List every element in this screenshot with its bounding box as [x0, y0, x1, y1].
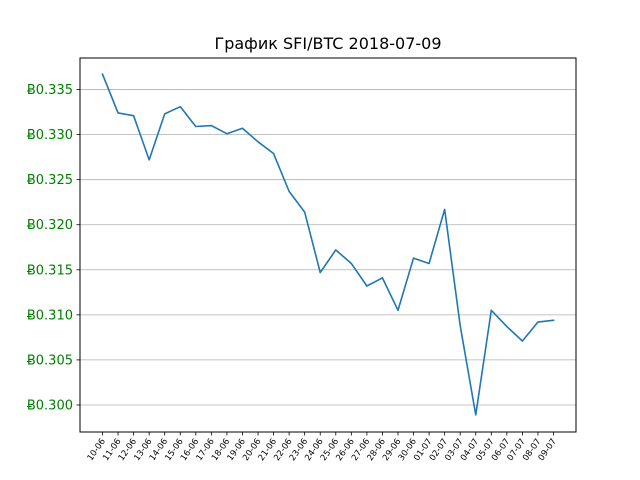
line-layer — [101, 73, 555, 416]
y-tick-label: Ƀ0.325 — [27, 173, 73, 188]
y-tick-label: Ƀ0.305 — [27, 353, 73, 368]
y-tick-label: Ƀ0.335 — [27, 83, 73, 98]
y-tick-label: Ƀ0.330 — [27, 128, 73, 143]
y-tick-label: Ƀ0.300 — [27, 398, 73, 413]
y-axis: Ƀ0.300 Ƀ0.305 Ƀ0.310 Ƀ0.315 Ƀ0.320 Ƀ0.325 Ƀ0.3… — [27, 83, 80, 413]
chart-title: График SFI/BTC 2018-07-09 — [214, 34, 441, 53]
y-tick-label: Ƀ0.310 — [27, 308, 73, 323]
series-line — [101, 73, 555, 416]
grid-layer — [80, 89, 576, 406]
y-tick-label: Ƀ0.315 — [27, 263, 73, 278]
y-tick-label: Ƀ0.320 — [27, 218, 73, 233]
plot-frame — [79, 57, 577, 433]
x-axis: 10-0611-0612-0613-0614-0615-0616-0617-06… — [86, 432, 559, 463]
